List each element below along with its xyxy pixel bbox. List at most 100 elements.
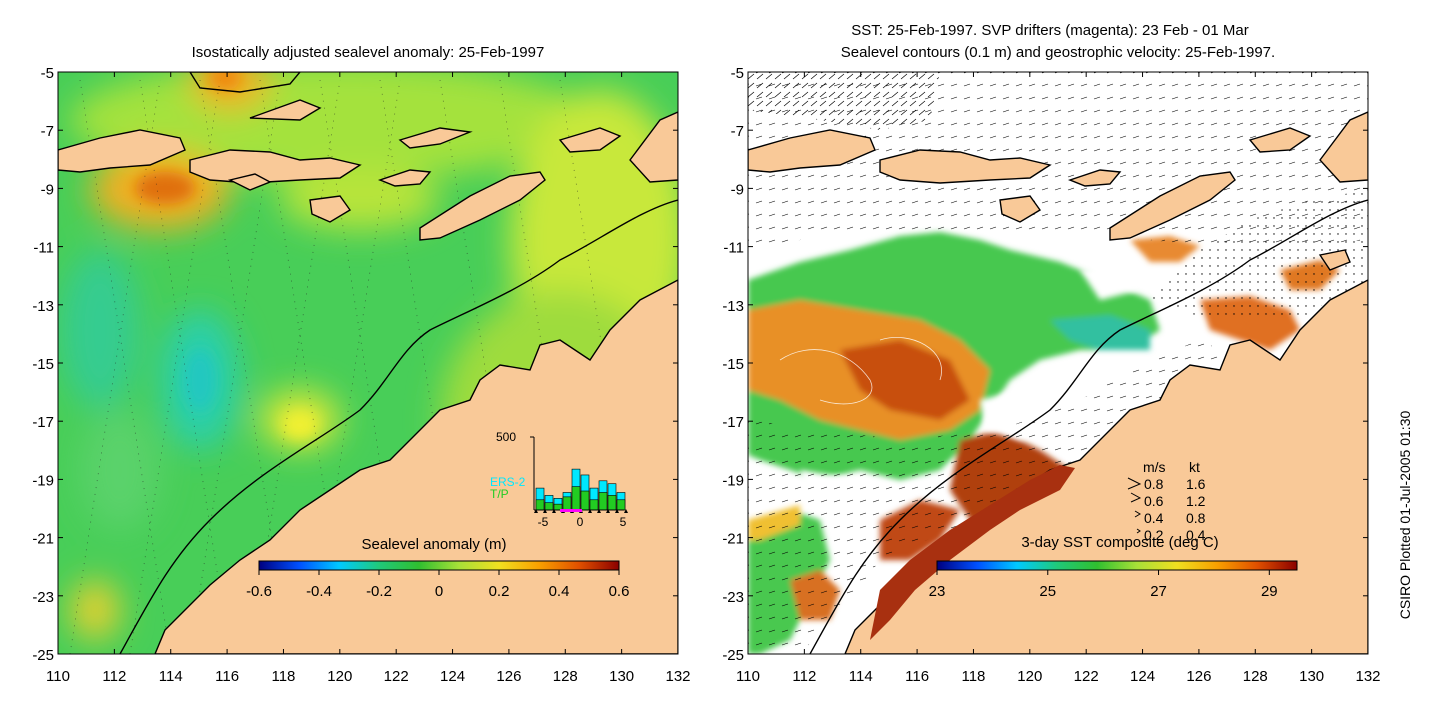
lon-tick-label: 110 (46, 668, 70, 685)
inset-bar-tp (580, 490, 590, 511)
lat-tick-label: -17 (722, 414, 744, 431)
lat-tick-label: -17 (32, 414, 54, 431)
right-velocity-field-south (748, 340, 1240, 654)
lon-tick-label: 116 (905, 668, 929, 685)
lat-tick-label: -23 (32, 589, 54, 606)
right-sealevel-contours (779, 337, 942, 405)
velocity-key-kt-3: 0.8 (1186, 510, 1206, 526)
velocity-key-arrow-3 (1134, 510, 1141, 518)
lat-tick-label: -13 (32, 298, 54, 315)
lat-tick-label: -5 (41, 65, 54, 82)
right-coastal-warm-band (870, 465, 1075, 640)
lon-tick-label: 124 (1130, 668, 1155, 685)
lon-tick-label: 132 (665, 668, 690, 685)
lon-tick-label: 128 (1243, 668, 1268, 685)
inset-bar-tp (589, 499, 599, 511)
lon-tick-label: 120 (1017, 668, 1042, 685)
lat-tick-label: -25 (32, 647, 54, 664)
lat-tick-label: -19 (722, 472, 744, 489)
left-colorbar-bar (258, 560, 620, 571)
inset-bar-tp (571, 486, 581, 511)
lon-tick-label: 114 (159, 668, 183, 685)
velocity-key-ms-4: 0.2 (1144, 527, 1164, 543)
velocity-key-arrow-1 (1127, 477, 1142, 490)
lat-tick-label: -7 (41, 123, 54, 140)
lon-tick-label: 110 (736, 668, 760, 685)
lat-tick-label: -9 (731, 181, 744, 198)
inset-xtick-5: 5 (620, 515, 627, 529)
right-shelf-contour (809, 199, 1368, 654)
right-map-title-line1: SST: 25-Feb-1997. SVP drifters (magenta)… (851, 22, 1248, 39)
inset-xtick-minus5: -5 (538, 515, 549, 529)
inset-tick-triangle (552, 509, 556, 513)
lat-tick-label: -15 (722, 356, 744, 373)
lat-tick-label: -11 (33, 240, 54, 257)
inset-tick-triangle (624, 509, 628, 513)
inset-tick-triangle (588, 509, 592, 513)
inset-tick-triangle (606, 509, 610, 513)
velocity-key-ms-2: 0.6 (1144, 493, 1164, 509)
colorbar-tick-label: -0.4 (306, 583, 332, 600)
lon-tick-label: 112 (102, 668, 126, 685)
left-lat-axis: -5 -7 -9 -11 -13 -15 -17 -19 -21 -23 -25 (32, 65, 678, 664)
velocity-key: m/s kt 0.8 1.6 0.6 1.2 0.4 0.8 0.2 0.4 (1127, 459, 1206, 543)
lat-tick-label: -23 (722, 589, 744, 606)
lat-tick-label: -21 (32, 531, 54, 548)
left-lon-axis: 110 112 114 116 118 120 122 124 126 128 130 132 (46, 72, 691, 685)
inset-legend-ers2: ERS-2 (490, 475, 526, 489)
lon-tick-label: 130 (609, 668, 634, 685)
credit-label: CSIRO Plotted 01-Jul-2005 01:30 (1397, 411, 1413, 620)
lon-tick-label: 116 (215, 668, 239, 685)
colorbar-tick-label: 0.6 (609, 583, 630, 600)
lat-tick-label: -11 (723, 240, 744, 257)
lon-tick-label: 120 (327, 668, 352, 685)
left-map: Isostatically adjusted sealevel anomaly:… (32, 44, 690, 685)
velocity-key-header-ms: m/s (1143, 459, 1166, 475)
right-map: SST: 25-Feb-1997. SVP drifters (magenta)… (722, 22, 1380, 685)
lat-tick-label: -13 (722, 298, 744, 315)
velocity-key-ms-3: 0.4 (1144, 510, 1164, 526)
lon-tick-label: 114 (849, 668, 873, 685)
velocity-key-header-kt: kt (1189, 459, 1200, 475)
right-lon-axis: 110 112 114 116 118 120 122 124 126 128 130 132 (736, 72, 1381, 685)
inset-tick-triangle (543, 509, 547, 513)
velocity-key-kt-4: 0.4 (1186, 527, 1206, 543)
right-islands (748, 111, 1368, 271)
lon-tick-label: 118 (271, 668, 295, 685)
colorbar-tick-label: 27 (1150, 583, 1167, 600)
left-colorbar: Sealevel anomaly (m) -0.6 -0.4 -0.2 0 0.2 0.4… (246, 536, 629, 600)
colorbar-tick-label: 0.2 (489, 583, 510, 600)
left-islands (58, 72, 678, 241)
inset-bar-tp (535, 499, 545, 511)
right-velocity-field-dense (748, 72, 940, 130)
lat-tick-label: -5 (731, 65, 744, 82)
colorbar-tick-label: 23 (929, 583, 946, 600)
inset-bar-tp (607, 495, 617, 511)
inset-tick-triangle (597, 509, 601, 513)
lon-tick-label: 122 (1074, 668, 1099, 685)
inset-legend-tp: T/P (490, 487, 509, 501)
inset-bar-tp (562, 496, 572, 511)
lon-tick-label: 132 (1355, 668, 1380, 685)
right-lat-axis: -5 -7 -9 -11 -13 -15 -17 -19 -21 -23 -25 (722, 65, 1368, 664)
lon-tick-label: 128 (553, 668, 578, 685)
lat-tick-label: -25 (722, 647, 744, 664)
lon-tick-label: 126 (1186, 668, 1211, 685)
inset-bars (534, 468, 628, 513)
colorbar-tick-label: -0.2 (366, 583, 392, 600)
right-colorbar-ticks: 23 25 27 29 (929, 570, 1278, 600)
left-shelf-contour (119, 199, 678, 654)
left-inset-histogram: 500 ERS-2 T/P -5 0 5 (490, 430, 628, 529)
inset-xtick-0: 0 (577, 515, 584, 529)
velocity-key-ms-1: 0.8 (1144, 476, 1164, 492)
left-colorbar-title: Sealevel anomaly (m) (361, 536, 506, 553)
lon-tick-label: 112 (792, 668, 816, 685)
lon-tick-label: 122 (384, 668, 409, 685)
inset-tick-triangle (534, 509, 538, 513)
colorbar-tick-label: -0.6 (246, 583, 272, 600)
velocity-key-arrow-2 (1130, 492, 1142, 503)
right-colorbar: 3-day SST composite (deg C) 23 25 27 29 (929, 534, 1298, 600)
right-map-field (748, 72, 1368, 654)
right-map-title-line2: Sealevel contours (0.1 m) and geostrophi… (841, 44, 1275, 61)
